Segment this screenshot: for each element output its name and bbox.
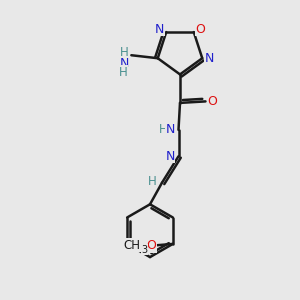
Text: CH: CH — [123, 239, 140, 252]
Text: O: O — [208, 95, 217, 108]
Text: N: N — [119, 57, 129, 70]
Text: H: H — [120, 46, 129, 59]
Text: O: O — [146, 239, 156, 252]
Text: N: N — [165, 150, 175, 163]
Text: N: N — [165, 123, 175, 136]
Text: H: H — [148, 175, 157, 188]
Text: N: N — [205, 52, 214, 65]
Text: N: N — [155, 22, 164, 36]
Text: 3: 3 — [142, 245, 148, 255]
Text: H: H — [119, 65, 128, 79]
Text: O: O — [195, 22, 205, 36]
Text: H: H — [158, 123, 167, 136]
